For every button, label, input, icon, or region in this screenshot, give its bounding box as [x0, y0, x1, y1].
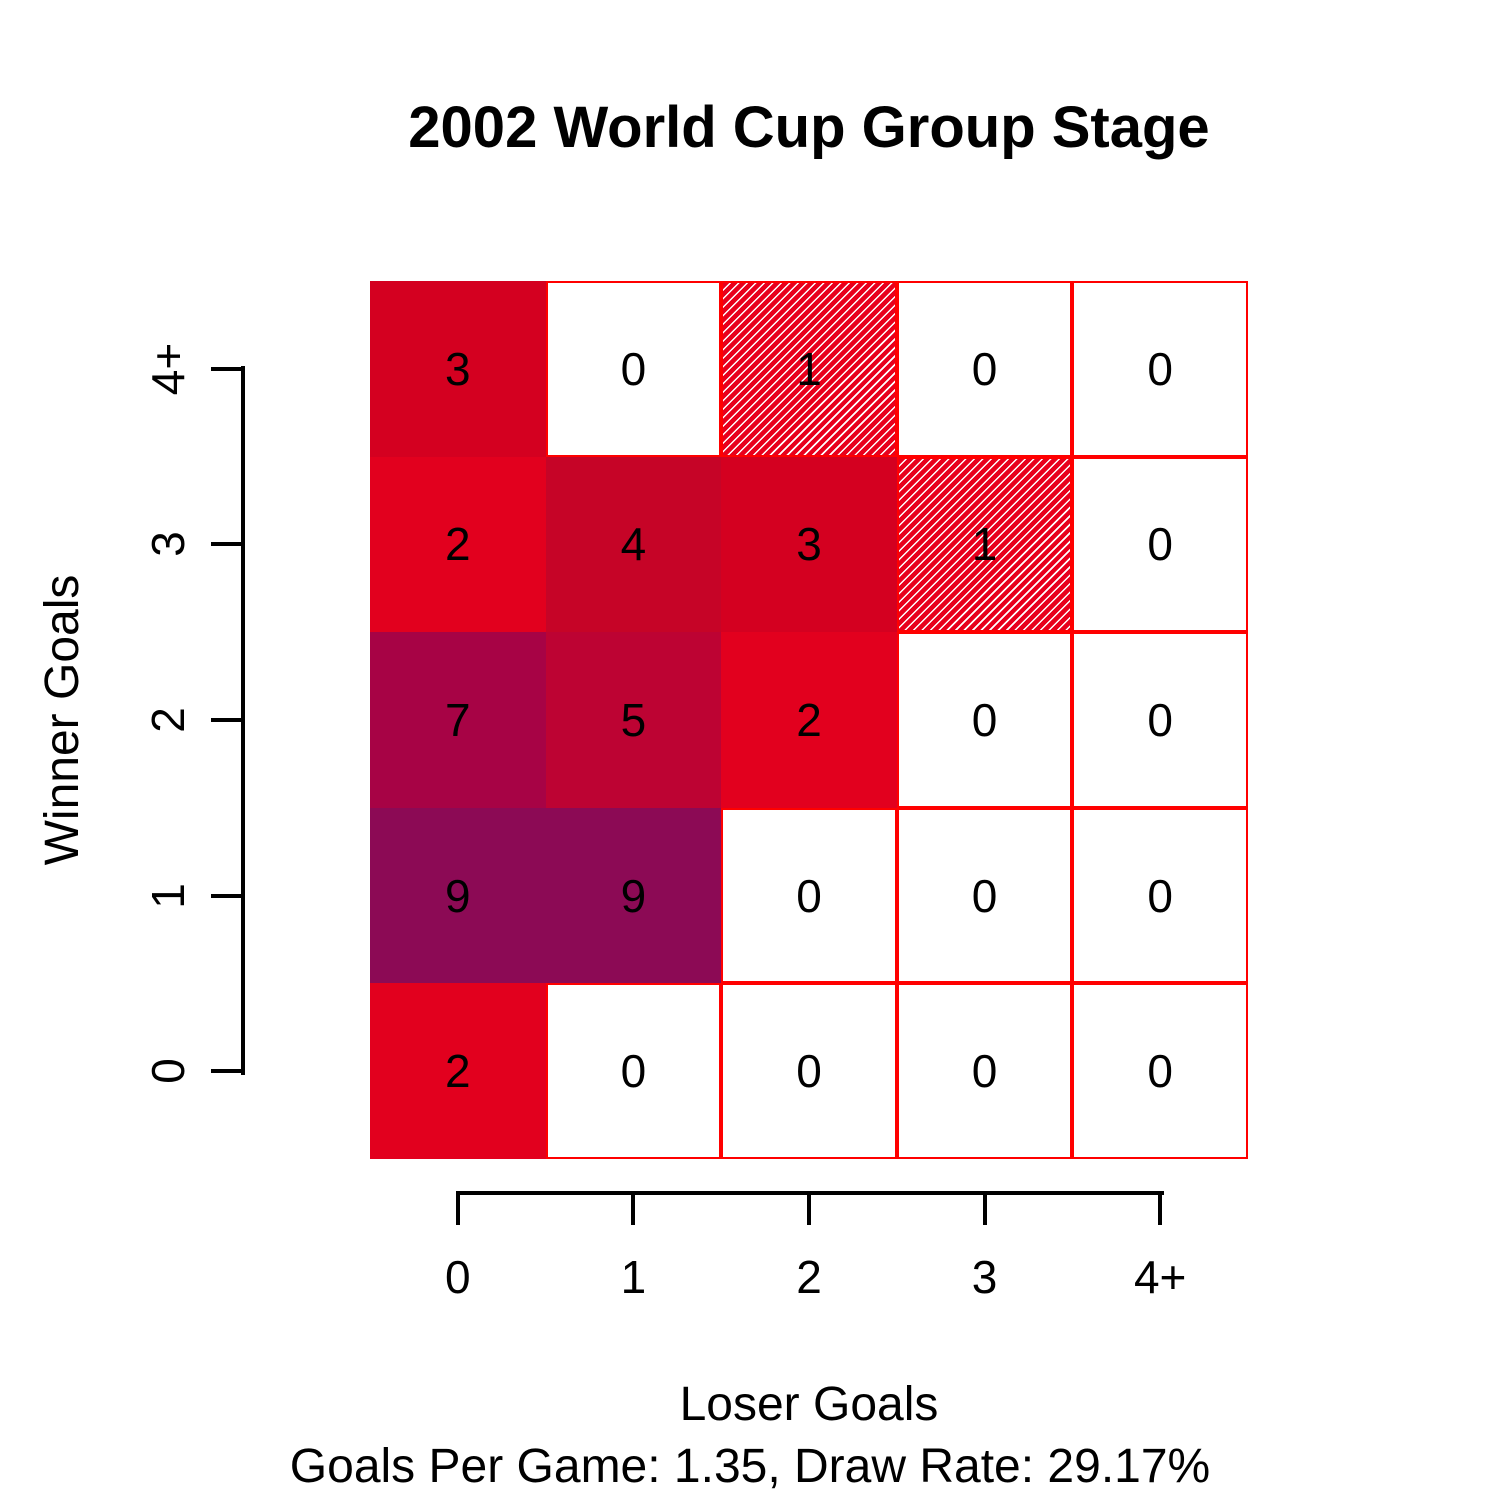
heatmap-cell: 0 [1072, 456, 1248, 633]
heatmap-cell: 0 [1072, 807, 1248, 984]
y-axis-tick [211, 366, 243, 371]
chart-subtitle-text: Goals Per Game: 1.35, Draw Rate: 29.17% [289, 1440, 1211, 1493]
heatmap-cell: 0 [721, 807, 897, 984]
heatmap-cell: 0 [1072, 281, 1248, 457]
y-axis-tick-label: 2 [142, 707, 194, 733]
y-axis-tick-label: 1 [142, 882, 194, 909]
x-axis-tick [631, 1191, 636, 1225]
heatmap-cell: 3 [370, 281, 546, 457]
x-axis-tick-label: 3 [971, 1251, 998, 1303]
heatmap-cell: 0 [1072, 983, 1248, 1159]
heatmap-cell: 2 [721, 632, 897, 808]
y-axis-tick [211, 893, 243, 898]
x-axis-tick-label: 1 [620, 1251, 647, 1303]
heatmap-cell: 0 [896, 983, 1073, 1159]
y-axis-tick-label: 4+ [142, 342, 194, 396]
heatmap-cell: 1 [896, 456, 1073, 633]
x-axis-tick [807, 1191, 811, 1225]
heatmap-cell: 0 [896, 807, 1073, 984]
heatmap-cell: 2 [370, 456, 546, 633]
heatmap-cell: 0 [545, 983, 722, 1159]
y-axis-line [241, 366, 245, 1075]
y-axis-tick-label: 3 [142, 531, 194, 558]
x-axis-title: Loser Goals [679, 1378, 939, 1431]
x-axis-tick-label: 0 [445, 1251, 471, 1303]
x-axis-tick-label: 4+ [1133, 1251, 1187, 1303]
heatmap-cell: 7 [370, 632, 546, 808]
x-axis-tick [982, 1191, 987, 1225]
y-axis-tick-label: 0 [142, 1058, 194, 1084]
heatmap-cell: 0 [896, 632, 1073, 808]
heatmap-cell: 1 [721, 281, 897, 457]
y-axis-tick [211, 1069, 243, 1074]
heatmap-cell: 4 [545, 456, 722, 633]
x-axis-tick-label: 2 [796, 1251, 822, 1303]
heatmap-cell: 0 [896, 281, 1073, 457]
y-axis-tick [211, 718, 243, 722]
y-axis-title: Winner Goals [36, 574, 89, 866]
heatmap-cell: 0 [1072, 632, 1248, 808]
heatmap-cell: 3 [721, 456, 897, 633]
chart-title: 2002 World Cup Group Stage [408, 95, 1210, 160]
heatmap-cell: 9 [370, 807, 546, 984]
heatmap-cell: 5 [545, 632, 722, 808]
x-axis-tick [455, 1191, 460, 1225]
x-axis-tick [1158, 1191, 1163, 1225]
y-axis-tick [211, 542, 243, 547]
heatmap-cell: 2 [370, 983, 546, 1159]
heatmap-cell: 0 [545, 281, 722, 457]
heatmap-cell: 9 [545, 807, 722, 984]
heatmap-cell: 0 [721, 983, 897, 1159]
chart-subtitle: Goals Per Game: 1.35, Draw Rate: 29.17% [0, 1440, 1500, 1494]
